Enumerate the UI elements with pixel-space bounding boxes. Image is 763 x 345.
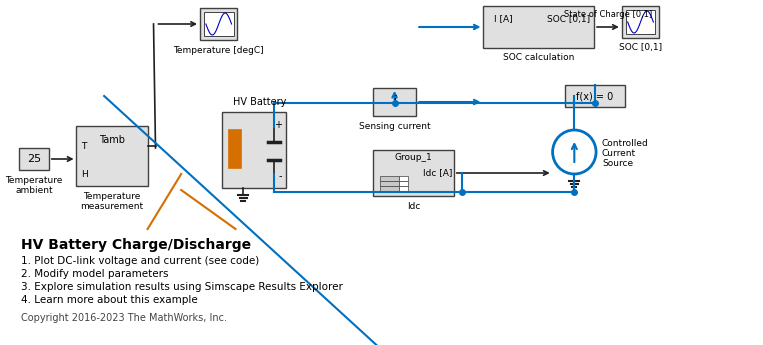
Text: I [A]: I [A] [494, 14, 513, 23]
Text: 4. Learn more about this example: 4. Learn more about this example [21, 295, 198, 305]
Text: HV Battery Charge/Discharge: HV Battery Charge/Discharge [21, 238, 251, 252]
FancyBboxPatch shape [200, 8, 237, 40]
Text: SOC [0,1]: SOC [0,1] [547, 14, 590, 23]
FancyBboxPatch shape [204, 12, 233, 36]
Text: Source: Source [602, 158, 633, 168]
Text: H: H [82, 169, 89, 178]
Text: i: i [393, 95, 397, 109]
Text: SOC calculation: SOC calculation [503, 53, 575, 62]
FancyBboxPatch shape [380, 181, 400, 186]
FancyBboxPatch shape [19, 148, 49, 170]
FancyBboxPatch shape [76, 126, 147, 186]
Text: Temperature
measurement: Temperature measurement [80, 192, 143, 211]
Text: Tamb: Tamb [99, 135, 125, 145]
FancyBboxPatch shape [626, 10, 655, 34]
Text: State of Charge [0,1]: State of Charge [0,1] [564, 10, 652, 19]
Text: Sensing current: Sensing current [359, 122, 430, 131]
Text: 2. Modify model parameters: 2. Modify model parameters [21, 269, 169, 279]
FancyBboxPatch shape [622, 6, 659, 38]
Text: +: + [274, 120, 282, 130]
FancyBboxPatch shape [565, 85, 625, 107]
Text: Idc [A]: Idc [A] [423, 168, 452, 177]
Text: 3. Explore simulation results using Simscape Results Explorer: 3. Explore simulation results using Sims… [21, 282, 343, 292]
Text: Group_1: Group_1 [394, 152, 432, 161]
Text: Controlled: Controlled [602, 138, 649, 148]
FancyBboxPatch shape [380, 176, 400, 181]
FancyBboxPatch shape [229, 130, 241, 168]
FancyBboxPatch shape [400, 186, 408, 191]
FancyBboxPatch shape [380, 186, 400, 191]
Text: Temperature
ambient: Temperature ambient [5, 176, 63, 195]
Text: Idc: Idc [407, 202, 420, 211]
Text: Current: Current [602, 148, 636, 158]
FancyBboxPatch shape [484, 6, 594, 48]
Text: 25: 25 [27, 154, 41, 164]
Text: -: - [278, 171, 282, 181]
Text: Temperature [degC]: Temperature [degC] [173, 46, 264, 55]
Text: f(x) = 0: f(x) = 0 [577, 91, 613, 101]
Circle shape [552, 130, 596, 174]
Text: HV Battery: HV Battery [233, 97, 286, 107]
Text: SOC [0,1]: SOC [0,1] [619, 43, 662, 52]
Text: 1. Plot DC-link voltage and current (see code): 1. Plot DC-link voltage and current (see… [21, 256, 259, 266]
FancyBboxPatch shape [400, 176, 408, 181]
Text: Copyright 2016-2023 The MathWorks, Inc.: Copyright 2016-2023 The MathWorks, Inc. [21, 313, 227, 323]
FancyBboxPatch shape [373, 150, 454, 196]
FancyBboxPatch shape [222, 112, 286, 188]
FancyBboxPatch shape [400, 181, 408, 186]
FancyBboxPatch shape [373, 88, 417, 116]
Text: T: T [82, 141, 87, 150]
